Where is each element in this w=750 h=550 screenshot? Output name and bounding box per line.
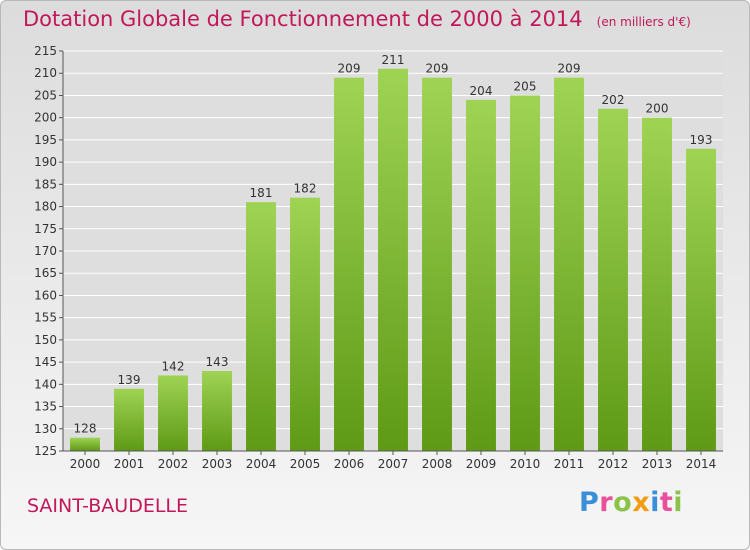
- x-tick-label: 2006: [334, 457, 365, 471]
- commune-name: SAINT-BAUDELLE: [27, 495, 189, 517]
- data-label: 128: [74, 422, 97, 436]
- logo-letter: i: [673, 487, 684, 518]
- y-tick-label: 200: [34, 111, 57, 125]
- data-label: 209: [426, 62, 449, 76]
- x-tick-label: 2010: [510, 457, 541, 471]
- x-tick-label: 2002: [158, 457, 189, 471]
- bar: [202, 371, 232, 451]
- bar: [598, 108, 628, 452]
- y-tick-label: 215: [34, 44, 57, 58]
- y-tick-label: 190: [34, 155, 57, 169]
- logo-letter: t: [659, 487, 674, 518]
- data-label: 211: [382, 53, 405, 67]
- x-tick-label: 2000: [70, 457, 101, 471]
- bar: [246, 202, 276, 451]
- y-tick-label: 205: [34, 88, 57, 102]
- logo-letter: r: [599, 487, 614, 518]
- x-tick-label: 2008: [422, 457, 453, 471]
- unit-label: (en milliers d'€): [596, 15, 691, 29]
- y-tick-label: 180: [34, 200, 57, 214]
- x-tick-label: 2014: [686, 457, 717, 471]
- y-tick-label: 145: [34, 355, 57, 369]
- bar: [114, 388, 144, 451]
- bar: [686, 148, 716, 451]
- bar: [290, 197, 320, 451]
- bar: [422, 77, 452, 452]
- y-tick-label: 185: [34, 177, 57, 191]
- bar: [466, 99, 496, 451]
- y-tick-label: 165: [34, 266, 57, 280]
- data-label: 193: [690, 133, 713, 147]
- y-tick-label: 160: [34, 288, 57, 302]
- x-tick-label: 2001: [114, 457, 145, 471]
- logo-letter: x: [632, 487, 651, 518]
- bar: [510, 95, 540, 451]
- data-label: 142: [162, 359, 185, 373]
- bar: [642, 117, 672, 452]
- bars: [70, 68, 716, 452]
- x-tick-label: 2003: [202, 457, 233, 471]
- data-label: 205: [514, 79, 537, 93]
- y-tick-label: 170: [34, 244, 57, 258]
- logo-letter: P: [579, 487, 600, 518]
- y-tick-label: 195: [34, 133, 57, 147]
- x-tick-label: 2009: [466, 457, 497, 471]
- data-label: 143: [206, 355, 229, 369]
- bar: [334, 77, 364, 452]
- y-tick-label: 175: [34, 222, 57, 236]
- data-label: 202: [602, 93, 625, 107]
- bar: [378, 68, 408, 452]
- data-label: 139: [118, 373, 141, 387]
- bar: [158, 375, 188, 451]
- data-label: 209: [558, 62, 581, 76]
- bar: [554, 77, 584, 452]
- y-tick-label: 130: [34, 422, 57, 436]
- x-tick-label: 2005: [290, 457, 321, 471]
- y-tick-label: 125: [34, 444, 57, 458]
- data-label: 181: [250, 186, 273, 200]
- x-tick-label: 2011: [554, 457, 585, 471]
- proxiti-logo[interactable]: Proxiti: [579, 487, 683, 518]
- data-label: 209: [338, 62, 361, 76]
- data-label: 200: [646, 102, 669, 116]
- data-labels: 128 139 142 143 181 182 209 211 209 204 205 209 202 2…: [74, 53, 713, 436]
- x-tick-labels: 2000 2001 2002 2003 2004 2005 2006 2007 2008 2009…: [70, 451, 717, 471]
- chart-title: Dotation Globale de Fonctionnement de 20…: [23, 7, 691, 31]
- y-tick-label: 140: [34, 377, 57, 391]
- logo-letter: o: [613, 487, 633, 518]
- x-tick-label: 2013: [642, 457, 673, 471]
- chart-title-text: Dotation Globale de Fonctionnement de 20…: [23, 7, 583, 31]
- x-tick-label: 2007: [378, 457, 409, 471]
- data-label: 204: [470, 84, 493, 98]
- y-tick-label: 150: [34, 333, 57, 347]
- data-label: 182: [294, 182, 317, 196]
- y-tick-label: 135: [34, 400, 57, 414]
- x-tick-label: 2012: [598, 457, 629, 471]
- bar: [70, 437, 100, 451]
- y-tick-label: 210: [34, 66, 57, 80]
- y-tick-labels: 125 130 135 140 145 150 155 160 165 170 175 180 185 1…: [34, 44, 57, 458]
- x-tick-label: 2004: [246, 457, 277, 471]
- y-tick-label: 155: [34, 311, 57, 325]
- logo-letter: i: [650, 487, 660, 518]
